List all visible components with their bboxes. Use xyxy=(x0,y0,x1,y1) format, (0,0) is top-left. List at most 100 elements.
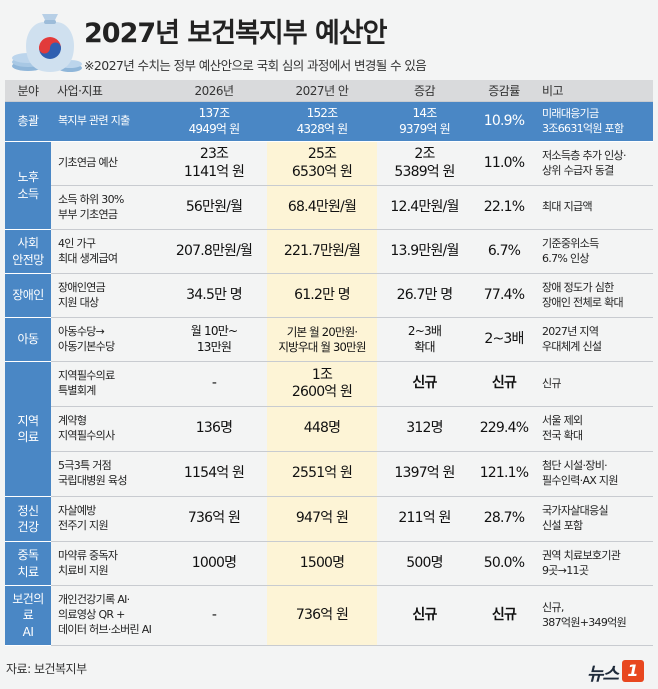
remark-cell: 최대 지급액 xyxy=(536,185,653,230)
change-cell: 211억 원 xyxy=(377,496,472,542)
item-cell: 소득 하위 30% 부부 기초연금 xyxy=(51,185,161,230)
remark-cell: 권역 치료보호기관 9곳→11곳 xyxy=(536,541,653,586)
table-row: 노후 소득 기초연금 예산 23조 1141억 원 25조 6530억 원 2조 538… xyxy=(5,141,653,230)
value-2026-cell: 137조 4949억 원 xyxy=(161,101,267,142)
item-cell: 자살예방 전주기 지원 xyxy=(51,496,161,542)
remark-cell: 신규, 387억원+349억원 xyxy=(536,585,653,646)
rate-cell: 10.9% xyxy=(472,101,536,142)
value-2027-cell: 448명 xyxy=(267,406,377,452)
value-2026-cell: 736억 원 xyxy=(161,496,267,542)
item-cell: 기초연금 예산 xyxy=(51,141,161,186)
change-cell: 12.4만원/월 xyxy=(377,185,472,230)
value-2027-cell: 1500명 xyxy=(267,541,377,586)
rate-cell: 22.1% xyxy=(472,185,536,230)
rate-cell: 229.4% xyxy=(472,406,536,452)
col-header-category: 분야 xyxy=(5,80,51,102)
item-cell: 장애인연금 지원 대상 xyxy=(51,273,161,318)
value-2027-cell: 736억 원 xyxy=(267,585,377,646)
value-2027-cell: 68.4만원/월 xyxy=(267,185,377,230)
table-row: 지역 의료 지역필수의료 특별회계 - 1조 2600억 원 신규 신규 신규 xyxy=(5,361,653,497)
value-2027-cell: 61.2만 명 xyxy=(267,273,377,318)
table-row: 장애인 장애인연금 지원 대상 34.5만 명 61.2만 명 26.7만 명 7… xyxy=(5,273,653,318)
rate-cell: 11.0% xyxy=(472,141,536,186)
table-row: 사회 안전망 4인 가구 최대 생계급여 207.8만원/월 221.7만원/월 1… xyxy=(5,229,653,274)
rate-cell: 28.7% xyxy=(472,496,536,542)
table-row-total: 총괄 복지부 관련 지출 137조 4949억 원 152조 4328억 원 14조… xyxy=(5,101,653,142)
table-row: 계약형 지역필수의사 136명 448명 312명 229.4% 서울 제외 전국 … xyxy=(5,406,653,452)
category-cell: 노후 소득 xyxy=(5,141,51,230)
rate-cell: 77.4% xyxy=(472,273,536,318)
table-row: 소득 하위 30% 부부 기초연금 56만원/월 68.4만원/월 12.4만원/… xyxy=(5,185,653,230)
col-header-change: 증감 xyxy=(377,80,472,102)
rate-cell: 신규 xyxy=(472,361,536,407)
table-row: 아동 아동수당→ 아동기본수당 월 10만~ 13만원 기본 월 20만원· 지방우대… xyxy=(5,317,653,362)
rate-cell: 6.7% xyxy=(472,229,536,274)
brand-logo-text: 뉴스 xyxy=(586,664,619,685)
category-cell: 중독 치료 xyxy=(5,541,51,586)
page-title: 2027년 보건복지부 예산안 xyxy=(84,18,388,49)
table-header-row: 분야 사업·지표 2026년 2027년 안 증감 증감률 비고 xyxy=(5,80,653,102)
value-2026-cell: - xyxy=(161,361,267,407)
item-cell: 계약형 지역필수의사 xyxy=(51,406,161,452)
value-2027-cell: 기본 월 20만원· 지방우대 월 30만원 xyxy=(267,317,377,362)
header: 2027년 보건복지부 예산안 ※2027년 수치는 정부 예산안으로 국회 심… xyxy=(0,0,658,80)
col-header-2026: 2026년 xyxy=(161,80,267,102)
remark-cell: 국가자살대응실 신설 포함 xyxy=(536,496,653,542)
remark-cell: 저소득층 추가 인상· 상위 수급자 동결 xyxy=(536,141,653,186)
item-cell: 아동수당→ 아동기본수당 xyxy=(51,317,161,362)
remark-cell: 미래대응기금 3조6631억원 포함 xyxy=(536,101,653,142)
col-header-item: 사업·지표 xyxy=(51,80,161,102)
value-2026-cell: - xyxy=(161,585,267,646)
change-cell: 312명 xyxy=(377,406,472,452)
value-2027-cell: 221.7만원/월 xyxy=(267,229,377,274)
col-header-2027: 2027년 안 xyxy=(267,80,377,102)
change-cell: 신규 xyxy=(377,361,472,407)
category-cell: 아동 xyxy=(5,317,51,362)
remark-cell: 2027년 지역 우대체계 신설 xyxy=(536,317,653,362)
item-cell: 마약류 중독자 치료비 지원 xyxy=(51,541,161,586)
change-cell: 500명 xyxy=(377,541,472,586)
disclaimer-note: ※2027년 수치는 정부 예산안으로 국회 심의 과정에서 변경될 수 있음 xyxy=(84,58,427,73)
category-cell: 사회 안전망 xyxy=(5,229,51,274)
value-2026-cell: 56만원/월 xyxy=(161,185,267,230)
brand-logo-mark: 1 xyxy=(622,660,644,682)
budget-table: 분야 사업·지표 2026년 2027년 안 증감 증감률 비고 총괄 복지부 … xyxy=(5,80,653,646)
value-2027-cell: 1조 2600억 원 xyxy=(267,361,377,407)
remark-cell: 신규 xyxy=(536,361,653,407)
remark-cell: 장애 정도가 심한 장애인 전체로 확대 xyxy=(536,273,653,318)
remark-cell: 서울 제외 전국 확대 xyxy=(536,406,653,452)
category-cell: 정신 건강 xyxy=(5,496,51,542)
col-header-remark: 비고 xyxy=(536,80,653,102)
value-2026-cell: 34.5만 명 xyxy=(161,273,267,318)
source-footer: 자료: 보건복지부 xyxy=(6,662,87,676)
item-cell: 4인 가구 최대 생계급여 xyxy=(51,229,161,274)
change-cell: 2~3배 확대 xyxy=(377,317,472,362)
change-cell: 신규 xyxy=(377,585,472,646)
category-cell: 보건의료 AI xyxy=(5,585,51,646)
rate-cell: 신규 xyxy=(472,585,536,646)
value-2026-cell: 1000명 xyxy=(161,541,267,586)
table-row: 5극3특 거점 국립대병원 육성 1154억 원 2551억 원 1397억 원 … xyxy=(5,451,653,497)
change-cell: 26.7만 명 xyxy=(377,273,472,318)
category-cell: 지역 의료 xyxy=(5,361,51,497)
item-cell: 개인건강기록 AI· 의료영상 QR + 데이터 허브·소버린 AI xyxy=(51,585,161,646)
change-cell: 14조 9379억 원 xyxy=(377,101,472,142)
change-cell: 13.9만원/월 xyxy=(377,229,472,274)
item-cell: 5극3특 거점 국립대병원 육성 xyxy=(51,451,161,497)
rate-cell: 2~3배 xyxy=(472,317,536,362)
category-cell: 총괄 xyxy=(5,101,51,142)
value-2026-cell: 207.8만원/월 xyxy=(161,229,267,274)
value-2026-cell: 월 10만~ 13만원 xyxy=(161,317,267,362)
remark-cell: 기준중위소득 6.7% 인상 xyxy=(536,229,653,274)
value-2027-cell: 947억 원 xyxy=(267,496,377,542)
remark-cell: 첨단 시설·장비· 필수인력·AX 지원 xyxy=(536,451,653,497)
table-row: 보건의료 AI 개인건강기록 AI· 의료영상 QR + 데이터 허브·소버린 AI … xyxy=(5,585,653,646)
rate-cell: 50.0% xyxy=(472,541,536,586)
category-cell: 장애인 xyxy=(5,273,51,318)
value-2026-cell: 1154억 원 xyxy=(161,451,267,497)
value-2027-cell: 2551억 원 xyxy=(267,451,377,497)
item-cell: 지역필수의료 특별회계 xyxy=(51,361,161,407)
value-2026-cell: 23조 1141억 원 xyxy=(161,141,267,186)
table-row: 중독 치료 마약류 중독자 치료비 지원 1000명 1500명 500명 50.0… xyxy=(5,541,653,586)
col-header-rate: 증감률 xyxy=(472,80,536,102)
